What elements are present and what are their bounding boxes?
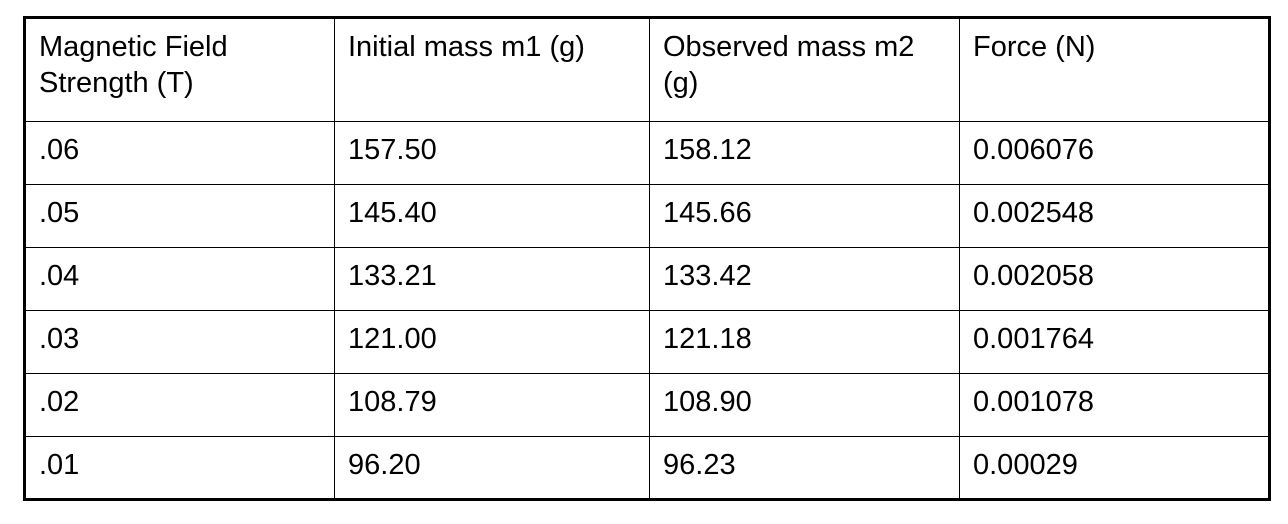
column-header-2: Observed mass m2 (g)	[649, 17, 960, 122]
table-row: .03 121.00 121.18 0.001764	[24, 310, 1270, 374]
table-cell: .05	[24, 184, 335, 248]
column-header-0: Magnetic Field Strength (T)	[24, 17, 335, 122]
table-cell: 108.79	[334, 373, 650, 437]
column-header-1: Initial mass m1 (g)	[334, 17, 650, 122]
table-row: .01 96.20 96.23 0.00029	[24, 436, 1270, 500]
table-cell: 133.21	[334, 247, 650, 311]
table-cell: 0.002548	[959, 184, 1270, 248]
table-cell: 0.002058	[959, 247, 1270, 311]
table-cell: 157.50	[334, 121, 650, 185]
table-cell: 108.90	[649, 373, 960, 437]
data-table: Magnetic Field Strength (T) Initial mass …	[23, 16, 1271, 501]
table-cell: 0.001764	[959, 310, 1270, 374]
table-cell: 145.40	[334, 184, 650, 248]
table-body: .06 157.50 158.12 0.006076.05 145.40 145.66 0.…	[24, 121, 1270, 500]
table-row: .06 157.50 158.12 0.006076	[24, 121, 1270, 185]
table-row: .02 108.79 108.90 0.001078	[24, 373, 1270, 437]
header-row: Magnetic Field Strength (T) Initial mass …	[24, 17, 1270, 122]
table-cell: 0.006076	[959, 121, 1270, 185]
table-cell: .02	[24, 373, 335, 437]
table-cell: 96.23	[649, 436, 960, 500]
table-cell: .01	[24, 436, 335, 500]
table-cell: 0.001078	[959, 373, 1270, 437]
table-cell: 0.00029	[959, 436, 1270, 500]
table-cell: 133.42	[649, 247, 960, 311]
table-cell: 145.66	[649, 184, 960, 248]
table-row: .04 133.21 133.42 0.002058	[24, 247, 1270, 311]
table-cell: .04	[24, 247, 335, 311]
table-cell: .06	[24, 121, 335, 185]
table-cell: 121.00	[334, 310, 650, 374]
table-cell: 121.18	[649, 310, 960, 374]
table-row: .05 145.40 145.66 0.002548	[24, 184, 1270, 248]
table-cell: 158.12	[649, 121, 960, 185]
table-cell: 96.20	[334, 436, 650, 500]
column-header-3: Force (N)	[959, 17, 1270, 122]
table-cell: .03	[24, 310, 335, 374]
